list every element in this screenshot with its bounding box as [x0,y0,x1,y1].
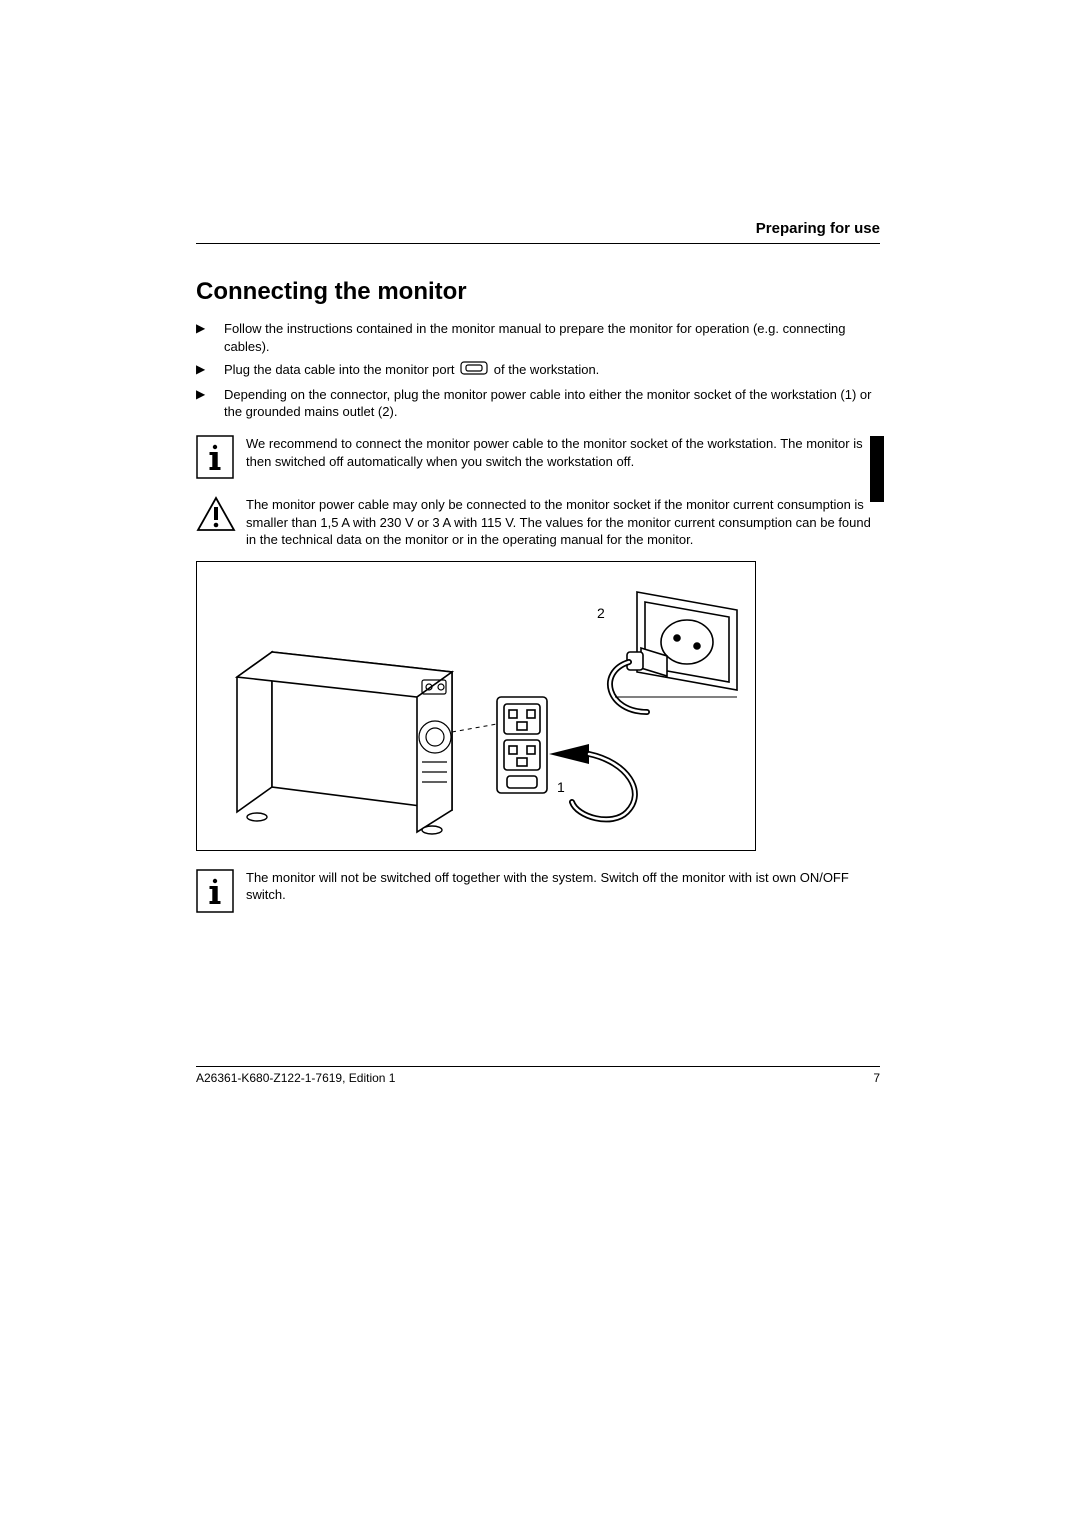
thumb-index-tab [870,436,884,502]
warning-text: The monitor power cable may only be conn… [246,496,880,549]
doc-id: A26361-K680-Z122-1-7619, Edition 1 [196,1071,395,1085]
list-text: Plug the data cable into the monitor por… [224,361,880,380]
info-icon [196,869,238,918]
page-title: Connecting the monitor [196,278,880,306]
diagram-label-2: 2 [597,605,605,621]
info-icon [196,435,238,484]
info-note: The monitor will not be switched off tog… [196,869,880,918]
bullet-icon: ▶ [196,361,224,380]
page-content: Preparing for use Connecting the monitor… [196,220,880,930]
list-item: ▶ Depending on the connector, plug the m… [196,386,880,421]
info-note: We recommend to connect the monitor powe… [196,435,880,484]
bullet-icon: ▶ [196,320,224,355]
info-text: We recommend to connect the monitor powe… [246,435,880,470]
list-text: Depending on the connector, plug the mon… [224,386,880,421]
warning-note: The monitor power cable may only be conn… [196,496,880,549]
page-number: 7 [873,1071,880,1085]
monitor-port-icon [460,361,488,380]
info-text: The monitor will not be switched off tog… [246,869,880,904]
list-text-part2: of the workstation. [494,362,600,377]
instruction-list: ▶ Follow the instructions contained in t… [196,320,880,421]
page-footer: A26361-K680-Z122-1-7619, Edition 1 7 [196,1066,880,1085]
list-text-part1: Plug the data cable into the monitor por… [224,362,455,377]
list-text: Follow the instructions contained in the… [224,320,880,355]
list-item: ▶ Follow the instructions contained in t… [196,320,880,355]
section-header: Preparing for use [196,220,880,244]
warning-icon [196,496,238,539]
diagram-label-1: 1 [557,779,565,795]
connection-diagram: 1 2 [196,561,756,851]
bullet-icon: ▶ [196,386,224,421]
list-item: ▶ Plug the data cable into the monitor p… [196,361,880,380]
